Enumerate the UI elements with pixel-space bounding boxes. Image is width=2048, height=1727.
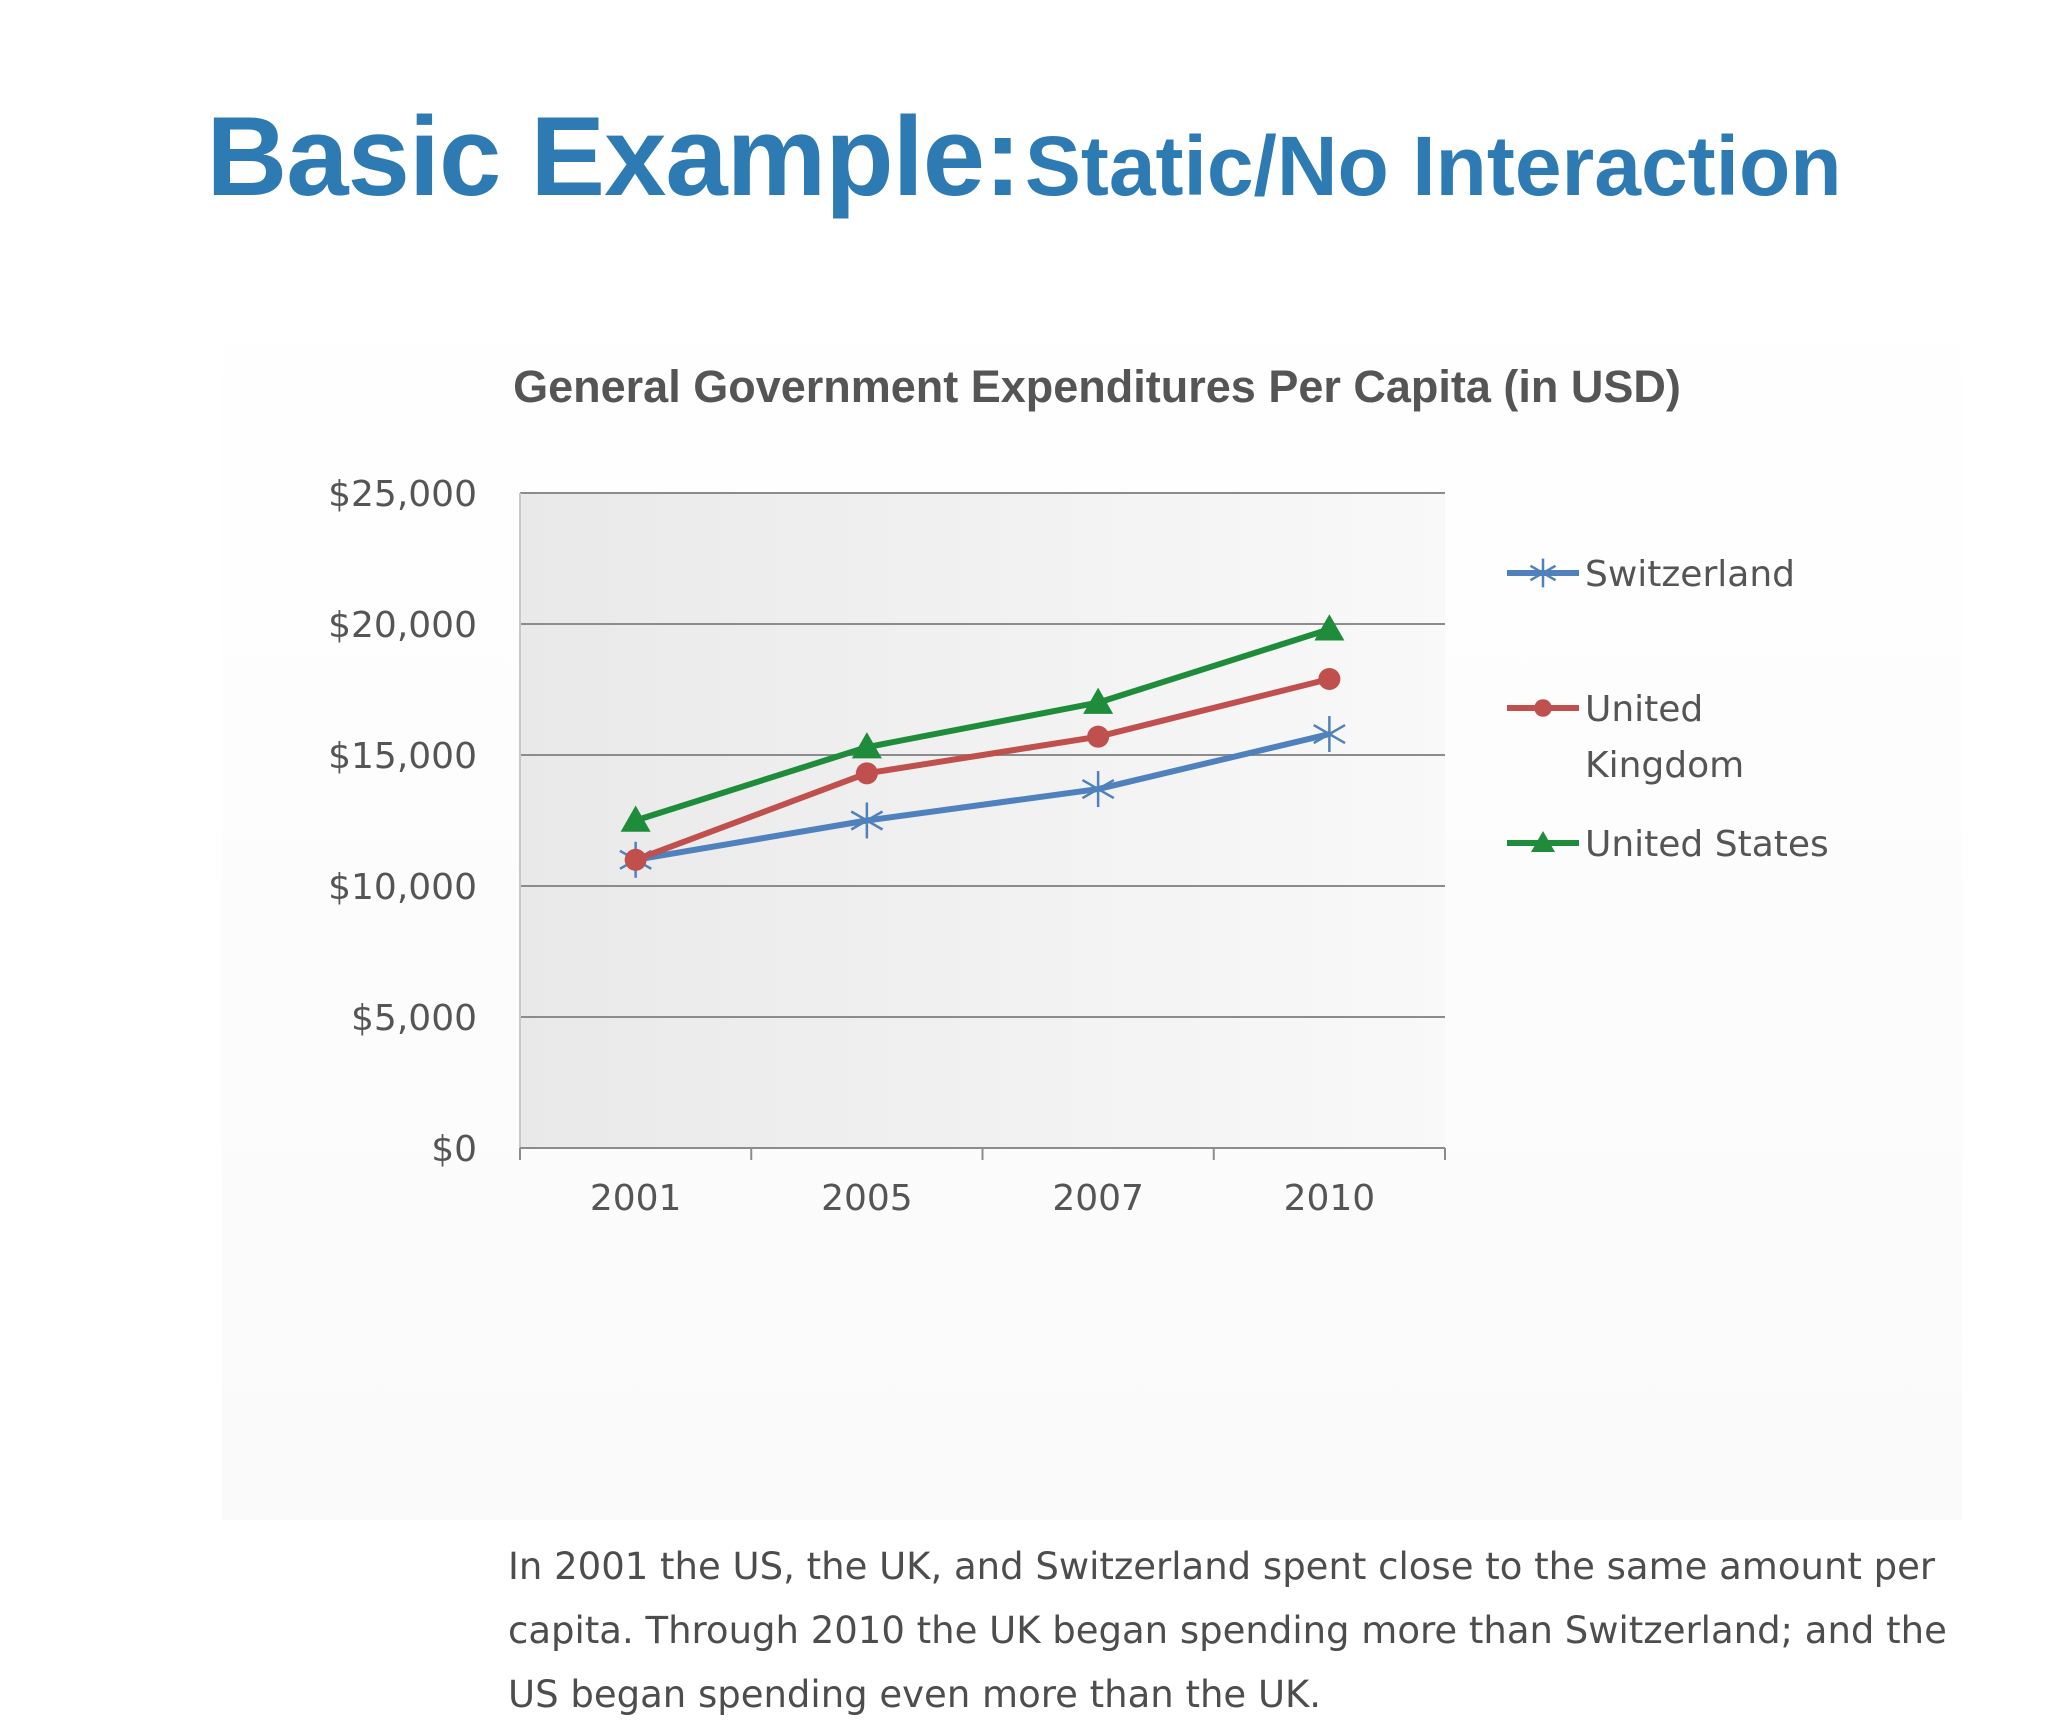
data-point-circle bbox=[624, 848, 647, 871]
data-point-asterisk bbox=[1313, 716, 1346, 753]
y-tick-label: $5,000 bbox=[351, 998, 477, 1039]
chart-caption: In 2001 the US, the UK, and Switzerland … bbox=[508, 1545, 1947, 1716]
slide-title-main: Basic Example: bbox=[206, 94, 1021, 219]
data-point-circle bbox=[855, 762, 878, 785]
y-tick-label: $25,000 bbox=[328, 474, 477, 515]
series-line-switzerland bbox=[632, 731, 1333, 863]
y-tick-label: $20,000 bbox=[328, 605, 477, 646]
data-point-triangle bbox=[1314, 614, 1345, 641]
line-chart: General Government Expenditures Per Capi… bbox=[328, 361, 1829, 1219]
x-tick-label: 2005 bbox=[821, 1178, 913, 1219]
chart-title: General Government Expenditures Per Capi… bbox=[513, 361, 1681, 412]
slide-title-sub: Static/No Interaction bbox=[1024, 119, 1842, 213]
data-point-triangle bbox=[620, 805, 651, 832]
axes: $0 $5,000 $10,000 $15,000 $20,000 $25,000 2001… bbox=[328, 474, 1446, 1219]
y-tick-label: $15,000 bbox=[328, 736, 477, 777]
data-point-triangle bbox=[1083, 687, 1114, 714]
legend: Switzerland United Kingdom United States bbox=[1507, 554, 1829, 865]
y-tick-label: $0 bbox=[431, 1129, 477, 1170]
legend-item-united-states: United States bbox=[1507, 824, 1829, 865]
legend-item-switzerland: Switzerland bbox=[1507, 554, 1795, 595]
slide-title: Basic Example: Static/No Interaction bbox=[0, 92, 2048, 221]
series bbox=[619, 614, 1346, 878]
plot-area bbox=[520, 493, 1445, 1148]
data-point-circle bbox=[1087, 725, 1110, 748]
data-point-asterisk bbox=[1081, 771, 1115, 808]
legend-label: United Kingdom bbox=[1585, 689, 1744, 786]
x-tick-label: 2007 bbox=[1052, 1178, 1144, 1219]
legend-label: Switzerland bbox=[1585, 554, 1795, 595]
series-line-united-kingdom bbox=[632, 676, 1333, 863]
y-tick-label: $10,000 bbox=[328, 867, 477, 908]
legend-label: United States bbox=[1585, 824, 1829, 865]
x-tick-label: 2001 bbox=[590, 1178, 682, 1219]
chart-figure: General Government Expenditures Per Capi… bbox=[222, 250, 1962, 1716]
series-line-united-states bbox=[632, 626, 1333, 824]
data-point-circle bbox=[1534, 699, 1552, 717]
legend-item-united-kingdom: United Kingdom bbox=[1507, 689, 1744, 786]
data-point-asterisk bbox=[1529, 558, 1557, 588]
x-tick-label: 2010 bbox=[1284, 1178, 1376, 1219]
data-point-triangle bbox=[851, 732, 882, 759]
data-point-asterisk bbox=[850, 802, 884, 839]
data-point-circle bbox=[1318, 668, 1341, 691]
data-point-triangle bbox=[1531, 831, 1555, 852]
